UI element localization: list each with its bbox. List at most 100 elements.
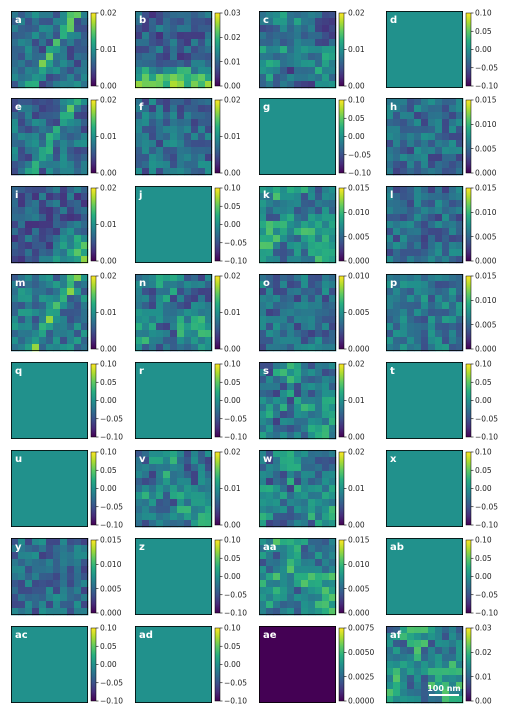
heatmap-cell	[18, 200, 26, 208]
heatmap-cell	[205, 67, 213, 75]
heatmap-cell	[149, 74, 157, 82]
image-frame	[134, 538, 212, 616]
heatmap-cell	[308, 207, 316, 215]
heatmap-cell	[449, 126, 457, 134]
colorbar	[90, 12, 97, 87]
heatmap-cell	[428, 154, 436, 162]
heatmap-cell	[435, 309, 443, 317]
heatmap-cell	[322, 520, 330, 528]
heatmap-cell	[67, 552, 75, 560]
panel-label: v	[139, 454, 146, 465]
heatmap-cell	[329, 594, 337, 602]
heatmap-cell	[142, 168, 150, 176]
heatmap-cell	[18, 11, 26, 19]
heatmap-cell	[177, 154, 185, 162]
heatmap-cell	[259, 376, 267, 384]
heatmap-cell	[18, 207, 26, 215]
heatmap-cell	[191, 288, 199, 296]
heatmap-cell	[400, 168, 408, 176]
heatmap-cell	[449, 675, 457, 683]
heatmap-cell	[170, 274, 178, 282]
heatmap-cell	[32, 242, 40, 250]
heatmap-cell	[156, 25, 164, 33]
heatmap-cell	[414, 161, 422, 169]
heatmap-cell	[81, 288, 89, 296]
heatmap-cell	[266, 457, 274, 465]
heatmap-cell	[198, 119, 206, 127]
heatmap-cell	[273, 228, 281, 236]
heatmap-cell	[259, 538, 267, 546]
heatmap-cell	[142, 295, 150, 303]
heatmap-cell	[315, 362, 323, 370]
heatmap-cell	[149, 112, 157, 120]
heatmap-cell	[393, 98, 401, 106]
heatmap-cell	[442, 288, 450, 296]
heatmap-cell	[301, 383, 309, 391]
heatmap-cell	[60, 112, 68, 120]
heatmap-cell	[386, 98, 394, 106]
heatmap-cell	[266, 18, 274, 26]
heatmap-cell	[11, 98, 19, 106]
heatmap-cell	[456, 154, 464, 162]
colorbar-tick-label: 0.05	[100, 466, 117, 475]
heatmap-cell	[266, 249, 274, 257]
heatmap-cell	[18, 274, 26, 282]
heatmap-cell	[18, 25, 26, 33]
heatmap-cell	[428, 675, 436, 683]
heatmap-cell	[329, 559, 337, 567]
heatmap-cell	[39, 60, 47, 68]
heatmap-cell	[273, 471, 281, 479]
heatmap-cell	[184, 126, 192, 134]
heatmap-cell	[163, 133, 171, 141]
heatmap-cell	[315, 471, 323, 479]
heatmap-cell	[25, 200, 33, 208]
heatmap-cell	[322, 302, 330, 310]
heatmap-cell	[46, 235, 54, 243]
heatmap-cell	[11, 161, 19, 169]
heatmap-cell	[135, 478, 143, 486]
heatmap-cell	[329, 67, 337, 75]
heatmap-cell	[39, 74, 47, 82]
heatmap-cell	[287, 369, 295, 377]
heatmap-cell	[393, 640, 401, 648]
heatmap-cell	[163, 126, 171, 134]
heatmap-cell	[184, 18, 192, 26]
colorbar	[90, 275, 97, 350]
heatmap-cell	[287, 425, 295, 433]
heatmap-cell	[81, 32, 89, 40]
heatmap-cell	[287, 587, 295, 595]
heatmap-cell	[266, 492, 274, 500]
heatmap-cell	[322, 295, 330, 303]
heatmap-cell	[386, 316, 394, 324]
heatmap-cell	[46, 60, 54, 68]
heatmap-cell	[60, 242, 68, 250]
heatmap-cell	[280, 492, 288, 500]
heatmap-cell	[287, 404, 295, 412]
heatmap-cell	[301, 464, 309, 472]
heatmap-cell	[81, 281, 89, 289]
image-frame	[258, 626, 336, 704]
heatmap-cell	[11, 235, 19, 243]
heatmap-cell	[11, 193, 19, 201]
heatmap-cell	[442, 242, 450, 250]
heatmap-cell	[156, 337, 164, 345]
heatmap-cell	[294, 309, 302, 317]
heatmap-cell	[156, 492, 164, 500]
heatmap-cell	[191, 154, 199, 162]
heatmap-cell	[18, 168, 26, 176]
heatmap-cell	[74, 601, 82, 609]
heatmap-cell	[294, 457, 302, 465]
heatmap-cell	[163, 67, 171, 75]
heatmap-cell	[449, 689, 457, 697]
heatmap-cell	[177, 506, 185, 514]
heatmap-cell	[273, 32, 281, 40]
heatmap-cell	[135, 18, 143, 26]
heatmap-cell	[301, 552, 309, 560]
heatmap-cell	[449, 186, 457, 194]
heatmap-cell	[449, 633, 457, 641]
heatmap-cell	[449, 98, 457, 106]
heatmap-cell	[39, 18, 47, 26]
heatmap-cell	[191, 330, 199, 338]
heatmap-cell	[39, 242, 47, 250]
heatmap-cell	[301, 11, 309, 19]
